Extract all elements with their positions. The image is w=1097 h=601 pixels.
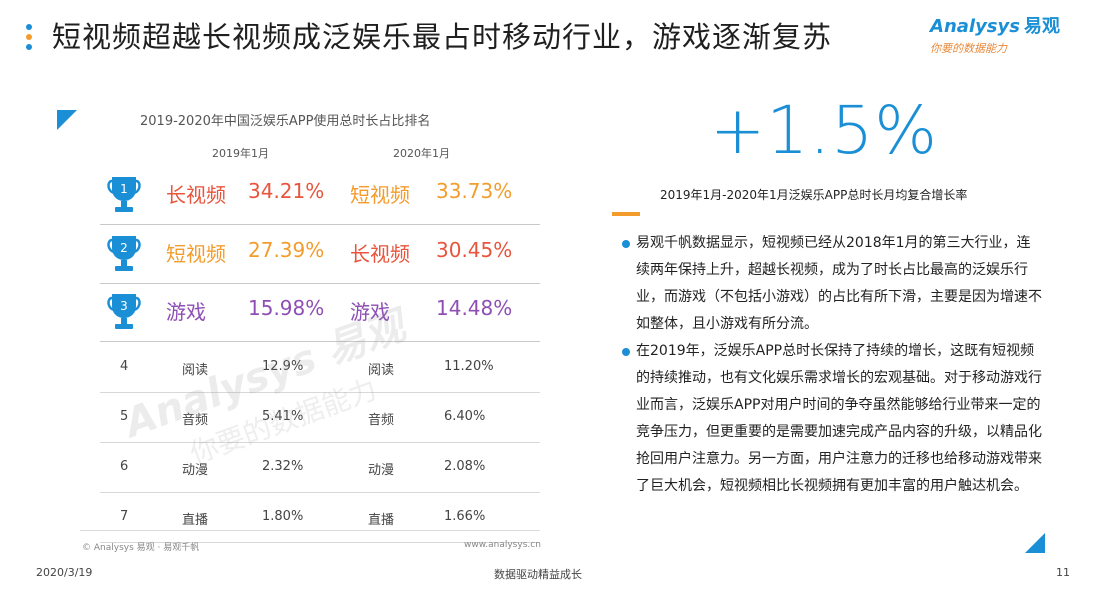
analysys-logo: Analysys 易观 你要的数据能力	[930, 12, 1080, 62]
share-2020: 1.66%	[444, 509, 486, 524]
ranking-row: 7 直播 1.80% 直播 1.66%	[100, 493, 540, 543]
trophy-icon: 2	[107, 236, 141, 271]
category-2019: 动漫	[182, 463, 209, 478]
share-2019: 2.32%	[262, 459, 304, 474]
trophy-icon: 1	[107, 177, 141, 212]
chart-title: 2019-2020年中国泛娱乐APP使用总时长占比排名	[140, 114, 431, 129]
category-2019: 游戏	[166, 300, 206, 324]
footer-date: 2020/3/19	[36, 566, 93, 579]
growth-rate-value: +1.5%	[710, 92, 938, 169]
trophy-rank: 2	[120, 241, 128, 255]
share-2019: 1.80%	[262, 509, 304, 524]
rank-number: 7	[120, 509, 129, 524]
trophy-rank: 3	[120, 299, 128, 313]
row-divider	[100, 341, 540, 342]
growth-rate-caption: 2019年1月-2020年1月泛娱乐APP总时长月均复合增长率	[660, 188, 968, 202]
column-header-2020: 2020年1月	[393, 147, 450, 160]
row-divider	[100, 283, 540, 284]
footer-slogan: 数据驱动精益成长	[494, 568, 582, 581]
category-2020: 音频	[368, 413, 395, 428]
page-title: 短视频超越长视频成泛娱乐最占时移动行业，游戏逐渐复苏	[52, 20, 833, 54]
logo-main: Analysys 易观	[930, 12, 1080, 38]
logo-wordmark: nalysys	[943, 16, 1020, 37]
column-header-2019: 2019年1月	[212, 147, 269, 160]
bullet-list: 易观千帆数据显示，短视频已经从2018年1月的第三大行业，连续两年保持上升，超越…	[622, 230, 1042, 500]
corner-triangle-top-left	[57, 110, 77, 130]
logo-tagline: 你要的数据能力	[930, 42, 1007, 55]
category-2020: 直播	[368, 513, 395, 528]
category-2019: 长视频	[166, 183, 226, 207]
share-2020: 2.08%	[444, 459, 486, 474]
category-2019: 短视频	[166, 242, 226, 266]
category-2019: 阅读	[182, 363, 209, 378]
share-2020: 30.45%	[436, 238, 513, 262]
share-2020: 33.73%	[436, 179, 513, 203]
share-2019: 12.9%	[262, 359, 304, 374]
source-url: www.analysys.cn	[464, 540, 541, 550]
share-2020: 6.40%	[444, 409, 486, 424]
ranking-row: 5 音频 5.41% 音频 6.40%	[100, 393, 540, 443]
bullet-item: 易观千帆数据显示，短视频已经从2018年1月的第三大行业，连续两年保持上升，超越…	[622, 230, 1042, 338]
category-2020: 动漫	[368, 463, 395, 478]
share-2020: 11.20%	[444, 359, 494, 374]
accent-bar	[612, 212, 640, 216]
category-2020: 阅读	[368, 363, 395, 378]
category-2020: 短视频	[350, 183, 410, 207]
ranking-row-top: 2 短视频 27.39% 长视频 30.45%	[100, 226, 540, 282]
category-2019: 直播	[182, 513, 209, 528]
source-note: © Analysys 易观 · 易观千帆	[82, 543, 200, 553]
share-2019: 15.98%	[248, 296, 325, 320]
category-2020: 游戏	[350, 300, 390, 324]
rank-number: 5	[120, 409, 129, 424]
category-2019: 音频	[182, 413, 209, 428]
ranking-row: 6 动漫 2.32% 动漫 2.08%	[100, 443, 540, 493]
trophy-rank: 1	[120, 182, 128, 196]
share-2019: 27.39%	[248, 238, 325, 262]
ranking-row: 4 阅读 12.9% 阅读 11.20%	[100, 343, 540, 393]
corner-triangle-bottom-right	[1025, 533, 1045, 553]
row-divider	[100, 224, 540, 225]
share-2020: 14.48%	[436, 296, 513, 320]
title-dot	[26, 44, 32, 50]
title-dot	[26, 34, 32, 40]
title-dots	[26, 24, 32, 54]
rank-number: 4	[120, 359, 129, 374]
category-2020: 长视频	[350, 242, 410, 266]
bullet-item: 在2019年，泛娱乐APP总时长保持了持续的增长，这既有短视频的持续推动，也有文…	[622, 338, 1042, 500]
title-dot	[26, 24, 32, 30]
trophy-icon: 3	[107, 294, 141, 329]
page-number: 11	[1056, 566, 1070, 579]
share-2019: 34.21%	[248, 179, 325, 203]
logo-mark: A	[930, 16, 944, 37]
share-2019: 5.41%	[262, 409, 304, 424]
ranking-row-top: 1 长视频 34.21% 短视频 33.73%	[100, 167, 540, 223]
ranking-row-top: 3 游戏 15.98% 游戏 14.48%	[100, 284, 540, 340]
logo-cn: 易观	[1023, 16, 1060, 37]
source-divider	[80, 530, 540, 531]
rank-number: 6	[120, 459, 129, 474]
